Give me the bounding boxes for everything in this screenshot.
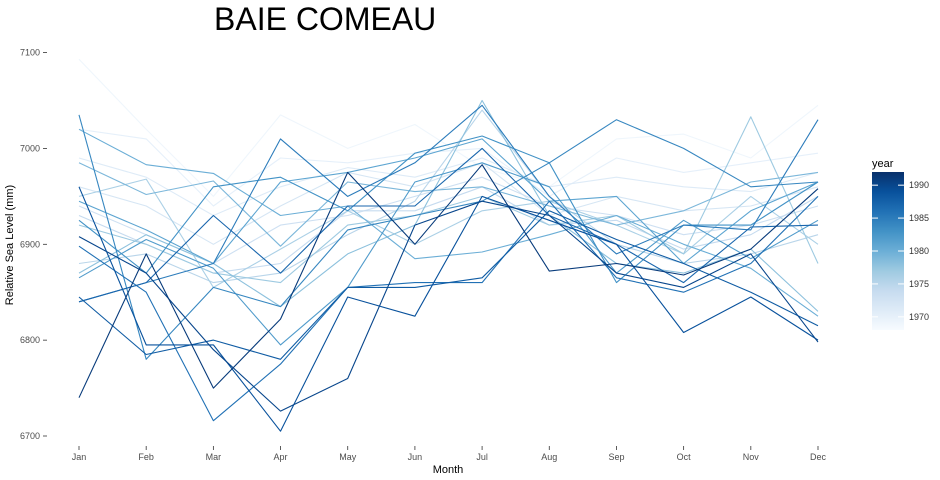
series-line-1972 (78, 162, 819, 245)
colorbar-tick-label: 1985 (909, 213, 929, 223)
series-line-1973 (78, 176, 819, 265)
series-line-1982 (78, 162, 819, 346)
series-line-1980 (78, 128, 819, 317)
x-tick-label: Feb (138, 452, 154, 462)
series-line-1977 (78, 116, 819, 284)
series-line-1985 (78, 104, 819, 303)
x-tick-label: Sep (608, 452, 624, 462)
series-line-1991 (78, 164, 819, 398)
series-line-1976 (78, 178, 819, 288)
y-tick-label: 7100 (20, 48, 40, 58)
colorbar-tick-label: 1990 (909, 180, 929, 190)
x-axis: Jan Feb Mar Apr May Jun Jul Aug Sep Oct Nov Dec (72, 446, 827, 462)
colorbar-tick-label: 1980 (909, 246, 929, 256)
year-colorbar-legend: year 1970 1975 1980 1985 1990 (872, 158, 929, 330)
x-tick-label: Nov (743, 452, 760, 462)
series-line-1983 (78, 135, 819, 284)
series-line-1989 (78, 186, 819, 432)
chart-title: BAIE COMEAU (214, 1, 436, 37)
y-axis-title: Relative Sea Level (mm) (4, 185, 16, 305)
y-tick-label: 6800 (20, 335, 40, 345)
x-axis-title: Month (433, 464, 464, 476)
series-line-1971 (78, 157, 819, 217)
series-line-1979 (78, 162, 819, 247)
x-tick-label: Oct (677, 452, 692, 462)
y-tick-label: 6700 (20, 431, 40, 441)
series-lines (78, 58, 819, 432)
x-tick-label: Jan (72, 452, 87, 462)
x-tick-label: Jul (476, 452, 488, 462)
x-tick-label: Aug (541, 452, 557, 462)
series-line-1987 (78, 147, 819, 303)
y-tick-label: 7000 (20, 143, 40, 153)
series-line-1988 (78, 210, 819, 360)
x-tick-label: Dec (810, 452, 827, 462)
x-tick-label: Mar (206, 452, 222, 462)
series-line-1981 (78, 138, 819, 265)
series-line-1990 (78, 200, 819, 412)
x-tick-label: Apr (274, 452, 288, 462)
series-line-1986 (78, 196, 819, 422)
colorbar-tick-label: 1970 (909, 312, 929, 322)
x-tick-label: May (339, 452, 357, 462)
series-line-1970 (78, 128, 819, 207)
series-line-1975 (78, 109, 819, 284)
x-tick-label: Jun (408, 452, 423, 462)
colorbar-tick-label: 1975 (909, 279, 929, 289)
series-line-1978 (78, 99, 819, 312)
series-line-1984 (78, 114, 819, 360)
legend-title: year (872, 158, 894, 170)
colorbar-ticks: 1970 1975 1980 1985 1990 (872, 180, 929, 322)
y-axis: 6700 6800 6900 7000 7100 (20, 48, 47, 441)
y-tick-label: 6900 (20, 239, 40, 249)
series-line-1969 (78, 58, 819, 197)
